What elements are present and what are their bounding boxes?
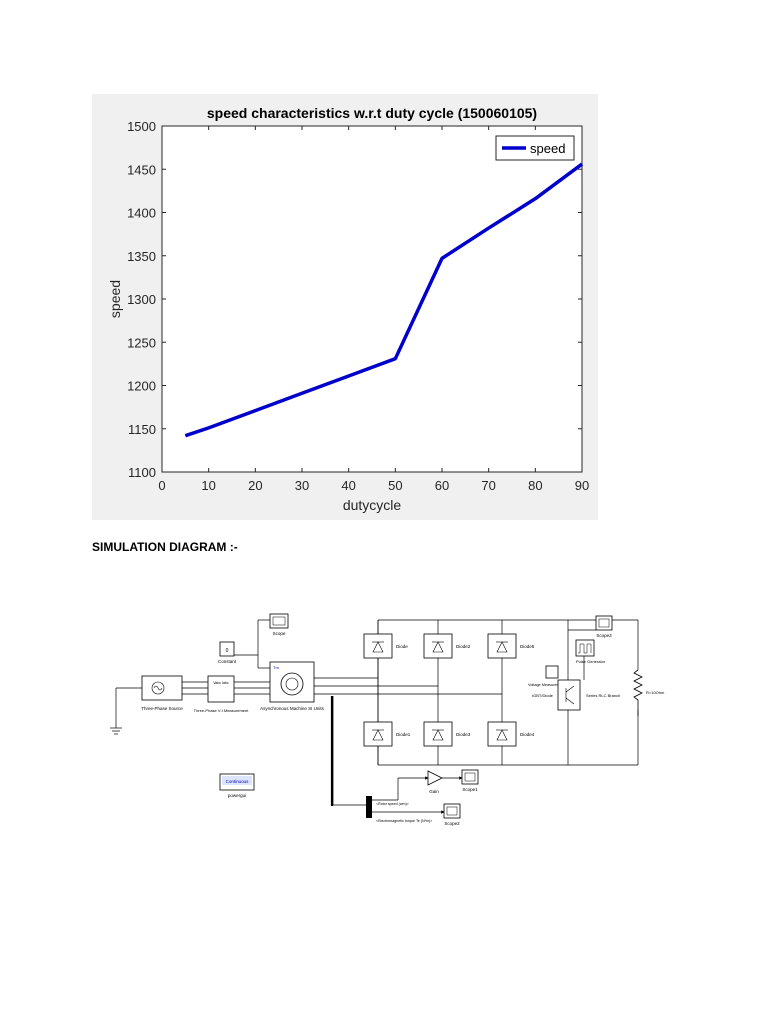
vi-measurement-inner: Vabc Iabc (213, 681, 229, 685)
x-tick-label: 0 (158, 478, 165, 493)
y-tick-label: 1500 (127, 119, 156, 134)
pulse-generator-block[interactable] (575, 639, 595, 657)
diode3-block[interactable] (423, 721, 453, 747)
y-tick-label: 1350 (127, 249, 156, 264)
constant-value: 0 (226, 648, 229, 654)
scope-label: Scope (273, 631, 286, 636)
voltage-measurement-label: Voltage Measurement (528, 683, 566, 687)
diode4-block[interactable] (487, 721, 517, 747)
voltage-measurement-block[interactable] (545, 665, 559, 679)
resistor-icon (633, 669, 643, 716)
x-tick-label: 40 (341, 478, 355, 493)
x-tick-label: 70 (481, 478, 495, 493)
constant-block[interactable] (219, 641, 235, 657)
x-tick-label: 80 (528, 478, 542, 493)
asynchronous-machine-block[interactable] (269, 661, 315, 703)
y-tick-label: 1300 (127, 292, 156, 307)
series-line-speed (184, 162, 584, 438)
three-phase-source-block[interactable] (141, 675, 183, 701)
diode-block[interactable] (363, 633, 393, 659)
simulation-diagram: Three-Phase Source Vabc Iabc Three-Phase… (110, 613, 665, 826)
asynchronous-machine-label: Asynchronous Machine SI Units (260, 706, 325, 711)
pulse-generator-label: Pulse Generator (576, 659, 606, 664)
scope3-block[interactable] (595, 615, 613, 631)
resistor-label: R=10Ohm (646, 690, 665, 695)
scope3-label: Scope3 (596, 633, 612, 638)
x-tick-label: 50 (388, 478, 402, 493)
three-phase-source-label: Three-Phase Source (141, 706, 183, 711)
bus-torque: <Electromagnetic torque Te (N*m)> (376, 819, 432, 823)
igbt-diode-block[interactable] (557, 679, 581, 711)
series-rlc-label: Series RLC Branch (586, 693, 620, 698)
speed-chart: 0 10 20 30 40 50 60 70 80 90 1100 1150 1200 1250 1300 1… (107, 105, 589, 513)
diode5-block[interactable] (487, 633, 517, 659)
powergui-block[interactable] (219, 773, 255, 791)
x-tick-label: 20 (248, 478, 262, 493)
diode1-block[interactable] (363, 721, 393, 747)
gain-block[interactable] (427, 770, 443, 786)
simulation-diagram-heading: SIMULATION DIAGRAM :- (92, 540, 238, 554)
y-axis-label: speed (107, 280, 123, 318)
x-tick-label: 30 (295, 478, 309, 493)
x-tick-label: 10 (201, 478, 215, 493)
scope1-label: Scope1 (462, 787, 478, 792)
scope-block[interactable] (269, 613, 289, 629)
diode4-label: Diode4 (520, 732, 535, 737)
diode3-label: Diode3 (456, 732, 471, 737)
scope1-block[interactable] (461, 769, 479, 785)
y-tick-label: 1250 (127, 335, 156, 350)
legend-label: speed (530, 141, 565, 156)
y-tick-label: 1150 (128, 422, 156, 437)
x-tick-label: 90 (575, 478, 589, 493)
y-tick-label: 1200 (127, 379, 156, 394)
scope2-label: Scope2 (444, 821, 460, 826)
vi-measurement-block[interactable] (207, 675, 235, 703)
y-tick-label: 1100 (128, 465, 156, 480)
powergui-label: powergui (228, 793, 246, 798)
x-tick-label: 60 (435, 478, 449, 493)
y-tick-label: 1450 (127, 162, 156, 177)
ground-icon (110, 727, 122, 735)
diode-label: Diode (396, 644, 408, 649)
gain-label: Gain (429, 789, 439, 794)
constant-label: Constant (218, 659, 237, 664)
vi-measurement-label: Three-Phase V-I Measurement (194, 708, 250, 713)
machine-tm-port: Tm (273, 665, 279, 670)
y-tick-label: 1400 (127, 206, 156, 221)
bus-rotor-speed: <Rotor speed (wm)> (376, 802, 409, 806)
diode1-label: Diode1 (396, 732, 411, 737)
plot-area (161, 125, 583, 473)
diode2-label: Diode2 (456, 644, 471, 649)
igbt-diode-label: IGBT/Diode (532, 693, 554, 698)
scope2-block[interactable] (443, 803, 461, 819)
powergui-inner: Continuous (226, 779, 250, 784)
diode5-label: Diode5 (520, 644, 535, 649)
chart-title: speed characteristics w.r.t duty cycle (… (207, 105, 537, 121)
bus-selector-block[interactable] (366, 796, 372, 818)
diode2-block[interactable] (423, 633, 453, 659)
x-axis-label: dutycycle (343, 497, 402, 513)
